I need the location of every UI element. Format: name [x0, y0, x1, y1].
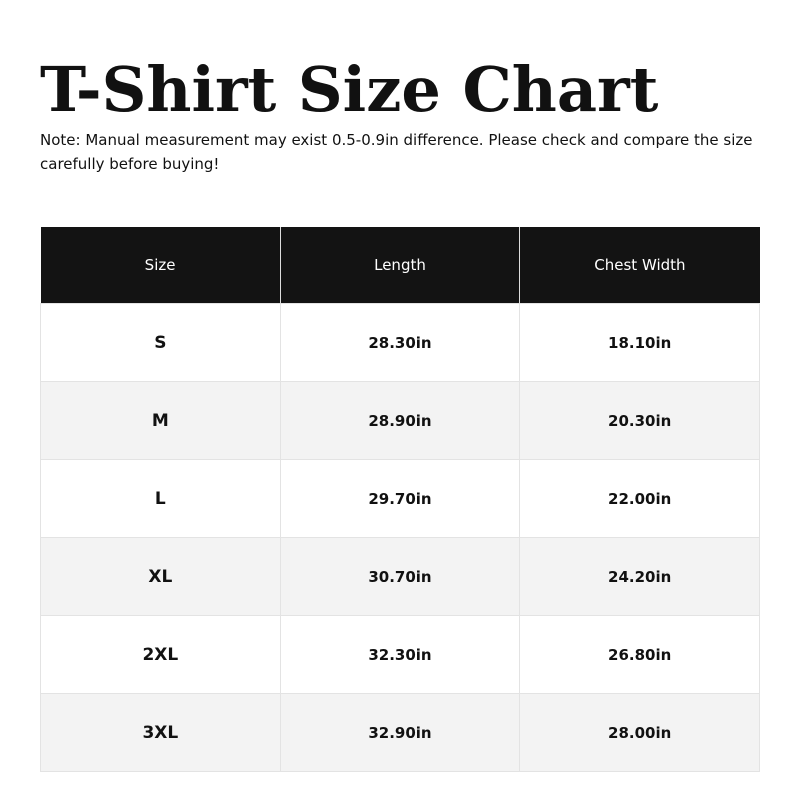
cell-chest-width: 20.30in: [519, 381, 760, 460]
cell-size: 3XL: [40, 693, 281, 772]
cell-chest-width: 18.10in: [519, 303, 760, 382]
measurement-note: Note: Manual measurement may exist 0.5-0…: [40, 131, 753, 173]
table-header-row: Size Length Chest Width: [40, 227, 760, 304]
table-row: 3XL 32.90in 28.00in: [40, 693, 760, 772]
cell-chest-width: 26.80in: [519, 615, 760, 694]
cell-chest-width: 24.20in: [519, 537, 760, 616]
header-size: Size: [40, 227, 281, 304]
cell-length: 29.70in: [279, 459, 521, 538]
cell-size: M: [40, 381, 281, 460]
page-title: T-Shirt Size Chart: [40, 53, 659, 126]
table-row: L 29.70in 22.00in: [40, 459, 760, 538]
cell-length: 32.30in: [279, 615, 521, 694]
cell-length: 30.70in: [279, 537, 521, 616]
table-row: 2XL 32.30in 26.80in: [40, 615, 760, 694]
cell-length: 32.90in: [279, 693, 521, 772]
cell-length: 28.90in: [279, 381, 521, 460]
cell-size: L: [40, 459, 281, 538]
cell-size: XL: [40, 537, 281, 616]
table-row: M 28.90in 20.30in: [40, 381, 760, 460]
cell-chest-width: 28.00in: [519, 693, 760, 772]
cell-length: 28.30in: [279, 303, 521, 382]
cell-size: 2XL: [40, 615, 281, 694]
size-chart-table: Size Length Chest Width S 28.30in 18.10in M…: [40, 227, 760, 772]
header-length: Length: [279, 227, 520, 304]
table-row: S 28.30in 18.10in: [40, 303, 760, 382]
cell-chest-width: 22.00in: [519, 459, 760, 538]
header-chest-width: Chest Width: [519, 227, 760, 304]
table-row: XL 30.70in 24.20in: [40, 537, 760, 616]
cell-size: S: [40, 303, 281, 382]
